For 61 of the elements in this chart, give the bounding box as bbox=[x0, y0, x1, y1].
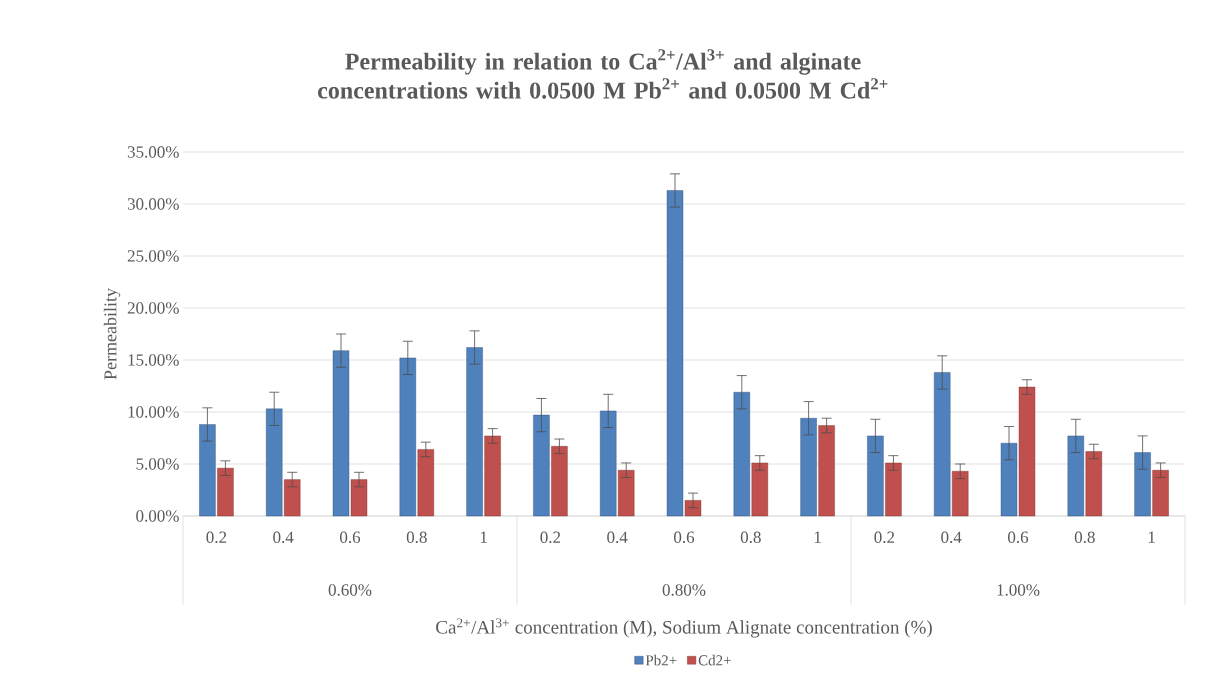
bar bbox=[818, 425, 835, 517]
x-axis-title: Ca$^{2+}$/Al$^{3+}$ concentration (M), Sodium Alignate concentration (%) bbox=[436, 618, 932, 638]
bar bbox=[284, 479, 301, 517]
y-tick-label: 10.00% bbox=[128, 406, 179, 418]
x-tick-label: 0.8 bbox=[740, 531, 761, 544]
y-tick-label: 30.00% bbox=[127, 198, 179, 210]
bar bbox=[1085, 451, 1102, 517]
bar bbox=[885, 462, 902, 517]
chart-title: Permeability in relation to Ca$^{2+}$/Al$^{3+}$ and alginate concentrations with 0.0500 M Pb$^{2+}$ and 0.0500 M Cd$^{2+}$ bbox=[318, 49, 888, 99]
y-tick-label: 5.00% bbox=[136, 458, 179, 470]
bar bbox=[751, 462, 769, 517]
x-tick-label: 0.8 bbox=[1074, 531, 1095, 544]
bar bbox=[867, 435, 884, 517]
x-tick-label: 0.2 bbox=[206, 531, 227, 544]
bar bbox=[332, 350, 350, 517]
bar bbox=[666, 190, 684, 517]
bar bbox=[466, 347, 483, 517]
bar bbox=[533, 414, 550, 517]
y-tick-label: 15.00% bbox=[128, 354, 179, 366]
y-tick-label: 0.00% bbox=[136, 510, 179, 522]
bar bbox=[551, 446, 568, 517]
y-tick-label: 35.00% bbox=[127, 146, 179, 158]
bar bbox=[618, 470, 635, 517]
y-tick-label: 20.00% bbox=[127, 302, 179, 314]
bar bbox=[600, 410, 617, 517]
x-tick-label: 0.6 bbox=[674, 531, 695, 544]
x-tick-label: 0.4 bbox=[273, 531, 294, 544]
bar bbox=[266, 408, 283, 517]
bar bbox=[217, 467, 234, 517]
bar bbox=[199, 424, 216, 517]
bar bbox=[1152, 470, 1169, 517]
x-tick-label: 0.6 bbox=[1008, 531, 1029, 544]
bar bbox=[417, 449, 435, 517]
bar bbox=[800, 418, 817, 517]
bar bbox=[1134, 452, 1151, 517]
bar bbox=[684, 500, 702, 517]
bar bbox=[484, 435, 501, 517]
x-tick-label: 1 bbox=[480, 531, 487, 543]
x-tick-label: 0.8 bbox=[406, 531, 427, 544]
bar bbox=[934, 372, 951, 517]
x-tick-label: 0.4 bbox=[607, 531, 628, 544]
x-tick-label: 0.4 bbox=[941, 531, 962, 544]
bar bbox=[1000, 442, 1018, 517]
bar bbox=[733, 392, 751, 517]
x-tick-label: 0.2 bbox=[540, 531, 561, 544]
x-tick-label: 1 bbox=[814, 531, 821, 543]
text: 0.60% bbox=[328, 584, 372, 596]
bar bbox=[952, 471, 969, 517]
x-tick-label: 0.6 bbox=[340, 531, 361, 544]
x-tick-label: 1 bbox=[1148, 531, 1155, 543]
y-axis-title: Permeability bbox=[103, 288, 121, 380]
y-tick-label: 25.00% bbox=[127, 250, 179, 262]
bar bbox=[1018, 386, 1036, 517]
x-tick-label: 0.2 bbox=[874, 531, 895, 544]
bar bbox=[1067, 435, 1084, 517]
bar bbox=[350, 479, 368, 517]
text: 1.00% bbox=[997, 584, 1040, 596]
bar bbox=[399, 357, 417, 517]
legend-label: Pb2+ bbox=[645, 654, 677, 666]
legend-label: Cd2+ bbox=[698, 654, 731, 666]
text: 0.80% bbox=[662, 584, 706, 596]
